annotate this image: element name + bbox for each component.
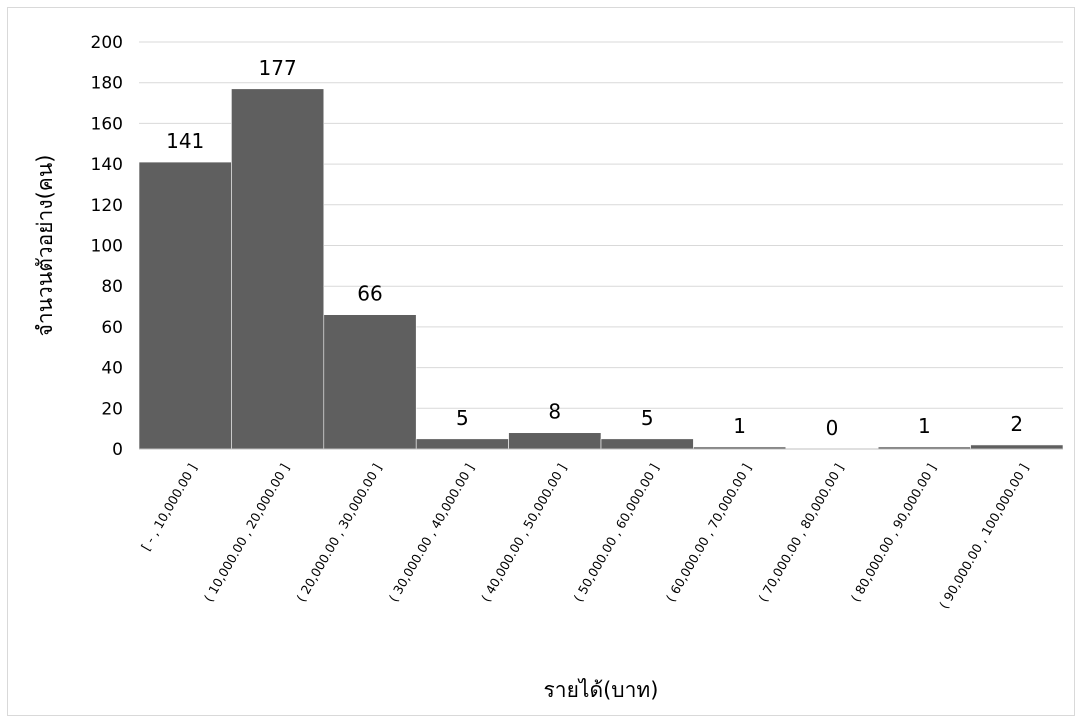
bar (323, 314, 417, 450)
y-tick-label: 40 (101, 359, 123, 379)
bar (508, 432, 602, 450)
x-tick-label: ( 40,000.00 , 50,000.00 ] (478, 461, 569, 604)
data-label: 1 (918, 414, 931, 438)
data-label: 0 (826, 416, 839, 440)
data-label: 5 (456, 406, 469, 430)
data-label: 1 (733, 414, 746, 438)
data-label: 177 (259, 56, 297, 80)
bar (231, 88, 325, 450)
y-tick-label: 180 (91, 74, 123, 94)
data-labels: 141 177 66 5 8 5 1 0 1 2 (166, 56, 1023, 440)
data-label: 141 (166, 129, 204, 153)
y-tick-label: 60 (101, 318, 123, 338)
bar (600, 438, 694, 450)
data-label: 66 (357, 282, 382, 306)
y-tick-label: 120 (91, 196, 123, 216)
y-tick-label: 200 (91, 33, 123, 53)
y-tick-labels: 0 20 40 60 80 100 120 140 160 180 200 (91, 33, 123, 460)
x-tick-label: ( 20,000.00 , 30,000.00 ] (293, 461, 384, 604)
x-tick-label: ( 90,000.00 , 100,000.00 ] (936, 461, 1031, 611)
x-tick-labels: [ - , 10,000.00 ]( 10,000.00 , 20,000.00… (138, 461, 1031, 611)
x-tick-label: ( 50,000.00 , 60,000.00 ] (570, 461, 661, 604)
x-tick-label: [ - , 10,000.00 ] (138, 461, 200, 553)
x-tick-label: ( 70,000.00 , 80,000.00 ] (755, 461, 846, 604)
data-label: 2 (1010, 412, 1023, 436)
y-tick-label: 140 (91, 155, 123, 175)
bar (138, 161, 232, 450)
x-tick-label: ( 60,000.00 , 70,000.00 ] (663, 461, 754, 604)
y-tick-label: 100 (91, 237, 123, 257)
y-tick-label: 160 (91, 114, 123, 134)
data-label: 8 (548, 400, 561, 424)
y-tick-label: 20 (101, 399, 123, 419)
x-tick-label: ( 10,000.00 , 20,000.00 ] (201, 461, 292, 604)
y-axis-title: จำนวนตัวอย่าง(คน) (33, 155, 57, 337)
x-tick-label: ( 80,000.00 , 90,000.00 ] (848, 461, 939, 604)
bar (970, 444, 1064, 450)
x-tick-label: ( 30,000.00 , 40,000.00 ] (386, 461, 477, 604)
y-tick-label: 0 (112, 440, 123, 460)
x-axis-title: รายได้(บาท) (544, 678, 659, 702)
data-label: 5 (641, 406, 654, 430)
y-tick-label: 80 (101, 277, 123, 297)
bars (138, 88, 1064, 450)
bar (415, 438, 509, 450)
